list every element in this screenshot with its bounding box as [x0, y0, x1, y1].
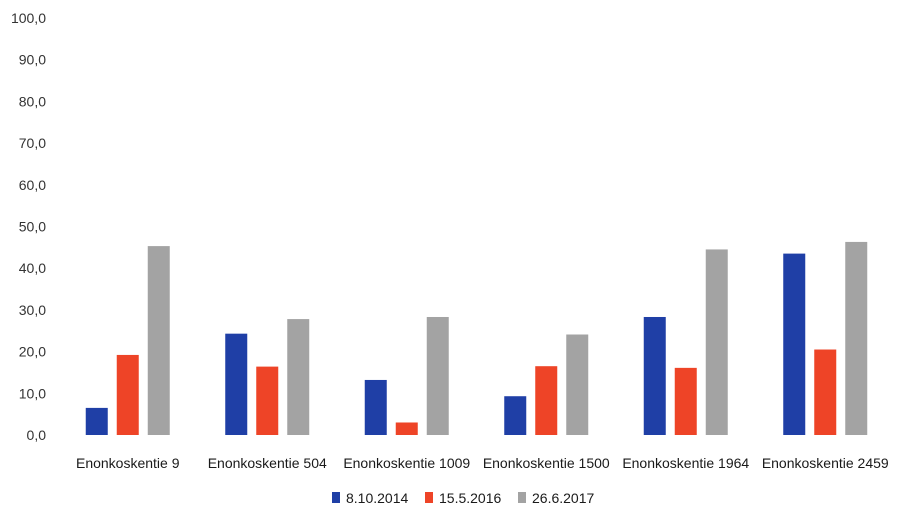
y-tick-label: 80,0: [19, 93, 46, 109]
bar: [287, 319, 310, 435]
bar: [116, 354, 139, 435]
bar: [814, 349, 837, 435]
y-tick-label: 50,0: [19, 219, 46, 235]
bar: [705, 249, 728, 435]
bars: [85, 241, 868, 435]
x-category-label: Enonkoskentie 2459: [762, 455, 889, 471]
bar: [426, 316, 449, 435]
bar: [147, 246, 170, 435]
bar: [643, 316, 666, 435]
y-tick-label: 90,0: [19, 52, 46, 68]
y-tick-label: 60,0: [19, 177, 46, 193]
x-category-label: Enonkoskentie 1964: [622, 455, 749, 471]
y-tick-label: 20,0: [19, 344, 46, 360]
x-category-label: Enonkoskentie 1500: [483, 455, 610, 471]
bar: [845, 241, 868, 435]
bar: [256, 366, 279, 435]
legend-label: 8.10.2014: [346, 490, 408, 506]
legend-label: 15.5.2016: [439, 490, 501, 506]
bar: [85, 407, 108, 435]
x-axis-labels: Enonkoskentie 9 Enonkoskentie 504 Enonkosk…: [76, 455, 889, 471]
x-category-label: Enonkoskentie 1009: [343, 455, 470, 471]
y-tick-label: 40,0: [19, 260, 46, 276]
bar: [504, 396, 527, 435]
bar: [225, 333, 248, 435]
bar: [674, 367, 697, 435]
x-category-label: Enonkoskentie 9: [76, 455, 180, 471]
bar: [783, 253, 806, 435]
bar: [395, 422, 418, 435]
bar: [535, 366, 558, 435]
y-tick-label: 0,0: [27, 427, 47, 443]
y-tick-label: 10,0: [19, 385, 46, 401]
x-category-label: Enonkoskentie 504: [208, 455, 327, 471]
bar: [566, 334, 589, 435]
y-tick-label: 100,0: [11, 10, 46, 26]
legend-swatch: [518, 492, 526, 503]
legend-swatch: [332, 492, 340, 503]
legend-swatch: [425, 492, 433, 503]
y-tick-label: 70,0: [19, 135, 46, 151]
y-tick-label: 30,0: [19, 302, 46, 318]
bar: [364, 379, 387, 435]
legend: 8.10.2014 15.5.2016 26.6.2017: [332, 490, 594, 506]
y-axis-ticks: 0,0 10,0 20,0 30,0 40,0 50,0 60,0 70,0 80,0 90,0 1…: [11, 10, 46, 443]
legend-label: 26.6.2017: [532, 490, 594, 506]
